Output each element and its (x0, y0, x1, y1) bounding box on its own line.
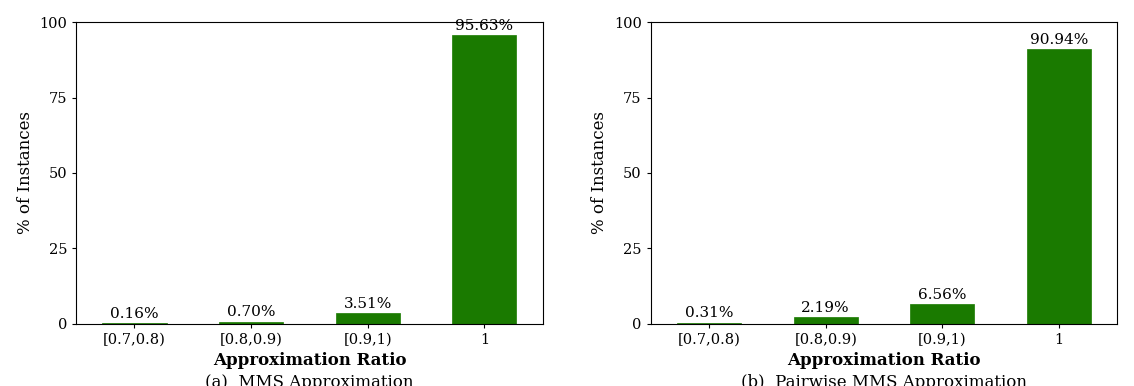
Text: 0.31%: 0.31% (685, 306, 734, 320)
Text: 0.70%: 0.70% (227, 305, 276, 319)
X-axis label: Approximation Ratio: Approximation Ratio (213, 352, 406, 369)
Text: 3.51%: 3.51% (344, 297, 392, 311)
Text: 2.19%: 2.19% (802, 301, 850, 315)
Text: 95.63%: 95.63% (456, 19, 514, 33)
Bar (219, 322, 284, 324)
Text: 90.94%: 90.94% (1030, 33, 1089, 47)
Bar (336, 313, 400, 324)
Text: 0.16%: 0.16% (110, 307, 159, 321)
X-axis label: Approximation Ratio: Approximation Ratio (787, 352, 981, 369)
Bar (911, 304, 974, 324)
Bar (1027, 49, 1091, 324)
Y-axis label: % of Instances: % of Instances (17, 112, 34, 234)
Bar (102, 323, 167, 324)
Bar (794, 317, 857, 324)
Bar (452, 36, 516, 324)
Text: (a)  MMS Approximation: (a) MMS Approximation (205, 374, 414, 386)
Text: 6.56%: 6.56% (919, 288, 966, 301)
Bar (677, 323, 742, 324)
Y-axis label: % of Instances: % of Instances (591, 112, 608, 234)
Text: (b)  Pairwise MMS Approximation: (b) Pairwise MMS Approximation (741, 374, 1027, 386)
